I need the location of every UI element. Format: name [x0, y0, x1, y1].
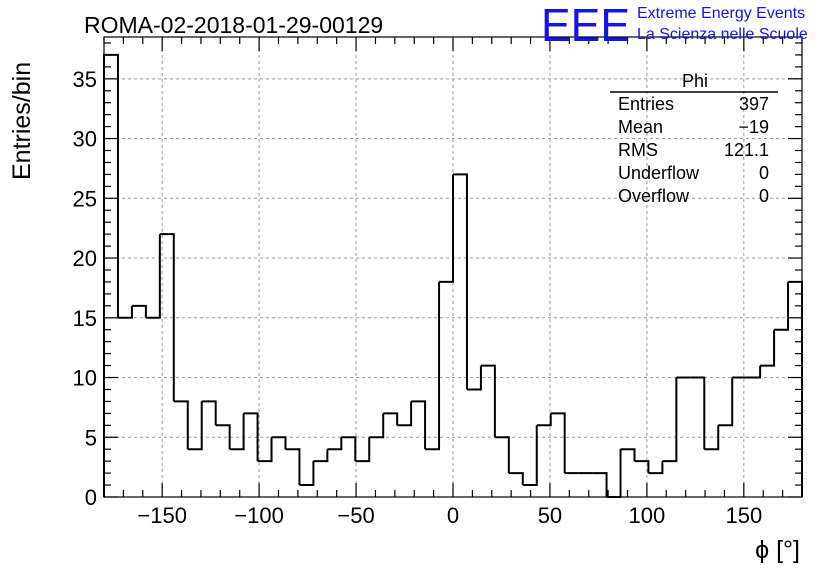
y-tick-label: 20	[73, 246, 97, 271]
histogram-bin	[704, 425, 720, 451]
histogram-bin	[145, 234, 161, 319]
stats-label-rms: RMS	[618, 140, 658, 160]
y-tick-label: 5	[85, 425, 97, 450]
histogram-bins	[103, 53, 803, 498]
histogram-bin	[718, 377, 734, 427]
logo-tagline-2: La Scienza nelle Scuole	[637, 26, 808, 43]
histogram-bin	[606, 449, 622, 498]
stats-label-mean: Mean	[618, 117, 663, 137]
histogram-bin	[243, 412, 259, 462]
histogram-bin	[131, 304, 147, 318]
histogram-bin	[355, 437, 371, 463]
histogram-bin	[494, 436, 510, 474]
histogram-bin	[760, 329, 776, 367]
histogram-bin	[383, 412, 399, 426]
histogram-bin	[466, 365, 482, 391]
histogram-bin	[201, 400, 217, 426]
stats-label-underflow: Underflow	[618, 163, 700, 183]
y-tick-label: 30	[73, 127, 97, 152]
histogram-bin	[285, 448, 301, 486]
histogram-bin	[313, 449, 329, 463]
histogram-bin	[774, 281, 790, 331]
histogram-bin	[439, 174, 454, 283]
histogram-bin	[480, 364, 496, 438]
histogram-bin	[522, 425, 538, 487]
histogram-bin	[453, 173, 468, 390]
chart-title: ROMA-02-2018-01-29-00129	[84, 12, 383, 38]
histogram-bin	[550, 412, 566, 474]
histogram-bin	[117, 305, 133, 319]
stats-value-underflow: 0	[759, 163, 769, 183]
histogram-bin	[397, 401, 413, 427]
histogram-bin	[411, 400, 427, 450]
x-tick-label: 150	[725, 503, 762, 528]
tick-labels: −150 −100 −50 0 50 100 150 0 5 10 15 20 25 30 35	[73, 67, 763, 528]
histogram-bin	[257, 437, 273, 463]
y-tick-label: 25	[73, 186, 97, 211]
y-tick-label: 10	[73, 366, 97, 391]
axis-ticks	[103, 37, 803, 498]
histogram-bin	[648, 461, 664, 475]
histogram-bin	[215, 424, 231, 450]
x-tick-label: −150	[137, 503, 187, 528]
histogram-bin	[327, 437, 343, 451]
x-tick-label: 50	[538, 503, 562, 528]
histogram-bin	[341, 436, 357, 462]
stats-value-overflow: 0	[759, 186, 769, 206]
x-tick-label: −50	[337, 503, 374, 528]
histogram-bin	[746, 365, 762, 379]
x-tick-label: 100	[629, 503, 666, 528]
y-tick-label: 0	[85, 485, 97, 510]
histogram-bin	[103, 53, 119, 497]
histogram-bin	[173, 400, 189, 450]
stats-label-entries: Entries	[618, 94, 674, 114]
histogram-bin	[690, 376, 706, 450]
histogram-bin	[369, 413, 385, 439]
y-axis-label: Entries/bin	[8, 62, 36, 180]
y-tick-label: 35	[73, 67, 97, 92]
histogram-bin	[187, 401, 203, 451]
histogram-bin	[662, 377, 678, 463]
stats-value-mean: −19	[738, 117, 769, 137]
x-axis-label: ϕ [°]	[755, 536, 800, 564]
logo-tagline-1: Extreme Energy Events	[637, 5, 805, 22]
histogram-bin	[425, 281, 441, 451]
stats-label-overflow: Overflow	[618, 186, 690, 206]
histogram-bin	[159, 233, 175, 402]
y-tick-label: 15	[73, 306, 97, 331]
histogram-bin	[592, 472, 608, 497]
stats-value-entries: 397	[739, 94, 769, 114]
stats-title: Phi	[682, 71, 708, 91]
eee-logo: EEE	[541, 0, 630, 51]
x-tick-label: 0	[447, 503, 459, 528]
x-tick-label: −100	[234, 503, 284, 528]
histogram-bin	[229, 413, 245, 451]
histogram-bin	[634, 460, 650, 474]
histogram-bin	[620, 448, 636, 462]
histogram-bin	[299, 461, 315, 487]
stats-box: Phi Entries 397 Mean −19 RMS 121.1 Under…	[610, 71, 778, 206]
histogram-bin	[536, 413, 552, 427]
histogram-bin	[271, 436, 287, 450]
stats-value-rms: 121.1	[724, 140, 769, 160]
histogram-bin	[508, 472, 524, 486]
